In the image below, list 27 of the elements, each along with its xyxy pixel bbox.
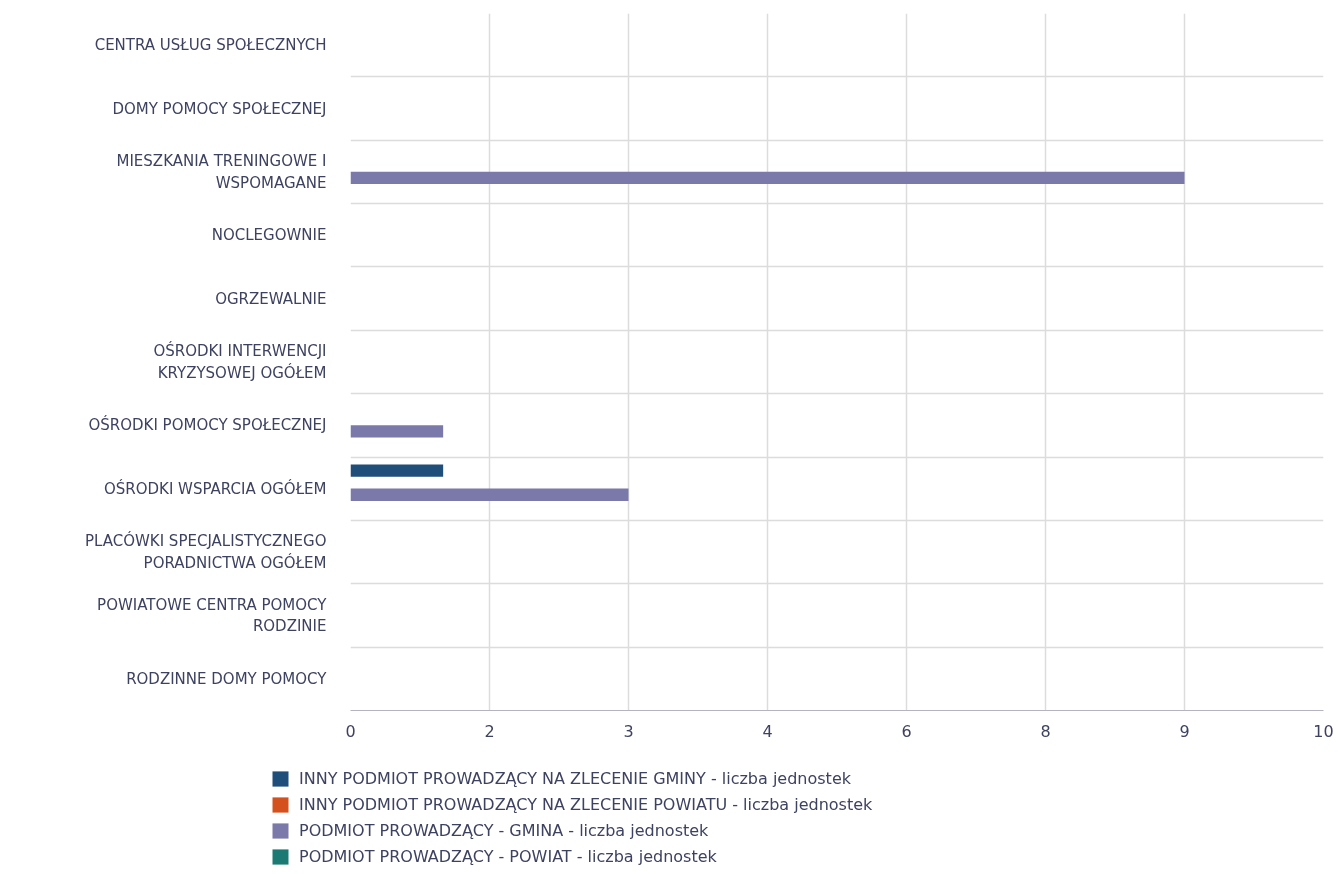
bar bbox=[350, 171, 1185, 185]
x-tick-label: 6 bbox=[901, 721, 912, 741]
y-tick-label: POWIATOWE CENTRA POMOCY RODZINIE bbox=[97, 595, 328, 636]
x-tick-label: 0 bbox=[345, 721, 356, 741]
y-tick-label: OŚRODKI WSPARCIA OGÓŁEM bbox=[103, 478, 327, 498]
x-tick-label: 8 bbox=[1040, 721, 1051, 741]
y-tick-label: PLACÓWKI SPECJALISTYCZNEGO PORADNICTWA OGÓŁEM bbox=[84, 531, 327, 572]
bar bbox=[350, 425, 444, 438]
y-tick-label: RODZINNE DOMY POMOCY bbox=[126, 669, 328, 688]
legend-label: INNY PODMIOT PROWADZĄCY NA ZLECENIE POWIATU - liczba jednostek bbox=[299, 795, 873, 814]
y-tick-label: OŚRODKI POMOCY SPOŁECZNEJ bbox=[88, 415, 327, 435]
bar bbox=[350, 488, 629, 501]
bar bbox=[350, 464, 444, 477]
x-tick-label: 10 bbox=[1313, 721, 1334, 741]
x-tick-label: 3 bbox=[623, 721, 634, 741]
y-tick-label: MIESZKANIA TRENINGOWE I WSPOMAGANE bbox=[116, 152, 327, 192]
x-tick-label: 4 bbox=[762, 721, 773, 741]
x-tick-label: 9 bbox=[1179, 721, 1190, 741]
y-tick-label: OŚRODKI INTERWENCJI KRYZYSOWEJ OGÓŁEM bbox=[153, 341, 327, 382]
legend-label: INNY PODMIOT PROWADZĄCY NA ZLECENIE GMINY - liczba jednostek bbox=[299, 769, 851, 788]
y-tick-label: DOMY POMOCY SPOŁECZNEJ bbox=[112, 99, 327, 118]
y-tick-label: CENTRA USŁUG SPOŁECZNYCH bbox=[94, 36, 327, 55]
legend-label: PODMIOT PROWADZĄCY - POWIAT - liczba jednostek bbox=[299, 847, 717, 866]
x-tick-label: 2 bbox=[484, 721, 495, 741]
y-tick-label: NOCLEGOWNIE bbox=[211, 226, 327, 245]
y-tick-label: OGRZEWALNIE bbox=[215, 289, 327, 308]
legend-label: PODMIOT PROWADZĄCY - GMINA - liczba jednostek bbox=[299, 821, 709, 840]
